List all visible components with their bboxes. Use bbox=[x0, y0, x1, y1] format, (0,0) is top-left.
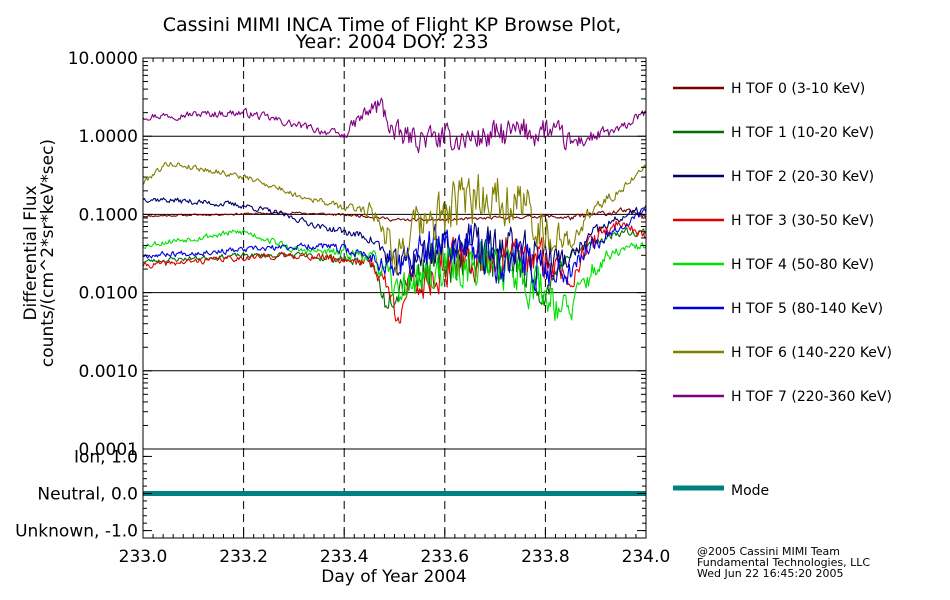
x-tick-label: 233.6 bbox=[420, 547, 469, 567]
series-line-h-tof-4-50-80-kev bbox=[142, 229, 647, 321]
y-axis-label-line2: counts/(cm^2*sr*keV*sec) bbox=[38, 139, 58, 367]
chart-subtitle: Year: 2004 DOY: 233 bbox=[294, 31, 488, 53]
y-tick-label: 0.0001 bbox=[79, 440, 138, 460]
legend-label: H TOF 4 (50-80 KeV) bbox=[731, 257, 874, 273]
legend-label: H TOF 2 (20-30 KeV) bbox=[731, 169, 874, 185]
footer-timestamp: Wed Jun 22 16:45:20 2005 bbox=[697, 567, 844, 580]
x-tick-label: 234.0 bbox=[622, 547, 671, 567]
y-tick-label: 0.0010 bbox=[79, 362, 138, 382]
series-line-h-tof-0-3-10-kev bbox=[142, 207, 647, 222]
y-axis-label-line1: Differential Flux bbox=[21, 185, 41, 320]
legend-label: H TOF 6 (140-220 KeV) bbox=[731, 345, 892, 361]
x-tick-label: 233.4 bbox=[320, 547, 369, 567]
x-axis-label: Day of Year 2004 bbox=[321, 567, 466, 587]
series-line-h-tof-2-20-30-kev bbox=[142, 197, 647, 276]
legend: H TOF 0 (3-10 KeV) H TOF 1 (10-20 KeV) H T… bbox=[673, 81, 892, 499]
x-tick-label: 233.8 bbox=[521, 547, 570, 567]
footer-organization: Fundamental Technologies, LLC bbox=[697, 556, 870, 569]
top-panel-y-axis: 10.0000 1.0000 0.1000 0.0100 0.0010 0.0001 bbox=[68, 49, 646, 460]
legend-label: H TOF 3 (30-50 KeV) bbox=[731, 213, 874, 229]
chart-title: Cassini MIMI INCA Time of Flight KP Brow… bbox=[163, 14, 622, 36]
x-tick-label: 233.2 bbox=[219, 547, 268, 567]
mode-y-tick-label: Neutral, 0.0 bbox=[37, 485, 138, 505]
series-line-h-tof-6-140-220-kev bbox=[142, 161, 647, 276]
legend-label: Mode bbox=[731, 483, 769, 499]
x-tick-label: 233.0 bbox=[119, 547, 168, 567]
y-tick-label: 10.0000 bbox=[68, 49, 138, 69]
x-axis: 233.0 233.2 233.4 233.6 233.8 234.0 bbox=[119, 58, 671, 567]
y-tick-label: 1.0000 bbox=[79, 127, 138, 147]
legend-label: H TOF 7 (220-360 KeV) bbox=[731, 389, 892, 405]
bottom-panel-y-axis: Ion, 1.0 Neutral, 0.0 Unknown, -1.0 bbox=[15, 447, 646, 542]
y-tick-label: 0.0100 bbox=[79, 284, 138, 304]
legend-label: H TOF 0 (3-10 KeV) bbox=[731, 81, 865, 97]
mode-y-tick-label: Ion, 1.0 bbox=[74, 447, 138, 467]
series-line-h-tof-7-220-360-kev bbox=[142, 97, 647, 154]
y-tick-label: 0.1000 bbox=[79, 205, 138, 225]
series-line-h-tof-5-80-140-kev bbox=[143, 208, 647, 292]
legend-label: H TOF 1 (10-20 KeV) bbox=[731, 125, 874, 141]
mode-y-tick-label: Unknown, -1.0 bbox=[15, 522, 138, 542]
footer-copyright: @2005 Cassini MIMI Team bbox=[697, 545, 840, 558]
top-panel-series bbox=[142, 97, 647, 324]
series-line-h-tof-3-30-50-kev bbox=[142, 220, 647, 324]
legend-label: H TOF 5 (80-140 KeV) bbox=[731, 301, 883, 317]
